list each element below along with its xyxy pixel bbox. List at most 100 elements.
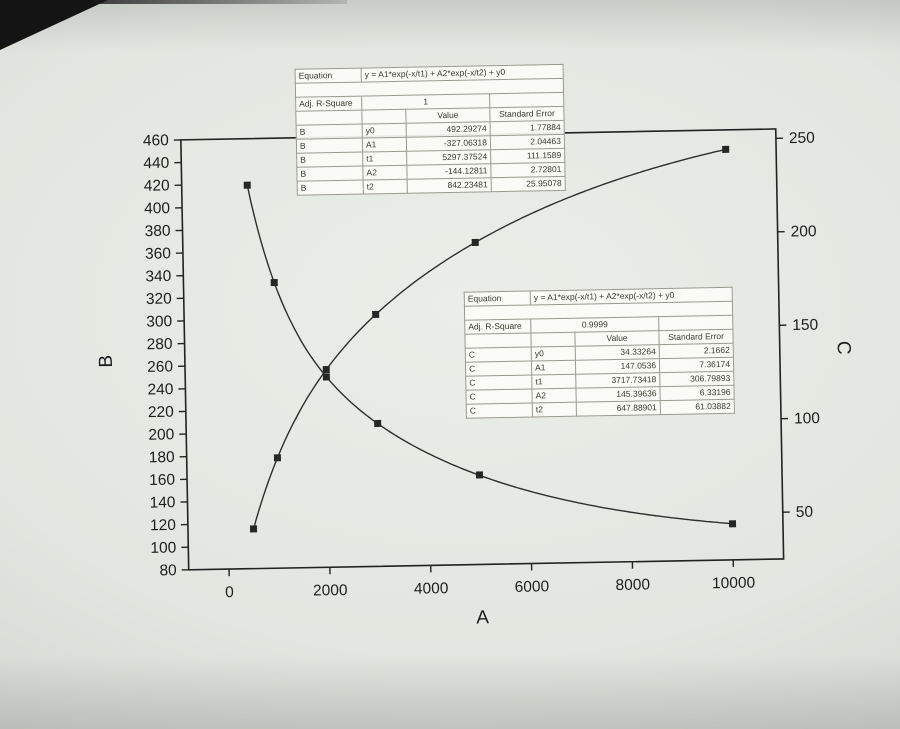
stderr-header: Standard Error xyxy=(658,329,734,345)
y-left-tick-label: 440 xyxy=(143,155,170,172)
y-left-tick-label: 280 xyxy=(147,336,174,353)
y-axis-title-left: B xyxy=(96,355,117,368)
photo-edge-shadow xyxy=(92,0,347,4)
data-point-c xyxy=(728,520,737,528)
table-cell xyxy=(464,333,532,349)
x-tick-label: 8000 xyxy=(615,576,650,594)
value-cell: 492.29274 xyxy=(406,121,491,138)
y-left-tick-label: 80 xyxy=(159,562,177,579)
r-square-label: Adj. R-Square xyxy=(295,96,362,112)
fit-curve-c xyxy=(246,185,733,525)
y-left-tick-label: 460 xyxy=(143,132,170,149)
param-cell: A1 xyxy=(362,137,407,153)
y-left-tick-label: 380 xyxy=(144,223,171,240)
series-cell: B xyxy=(296,124,363,140)
r-square-label: Adj. R-Square xyxy=(464,319,531,335)
stderr-cell: 1.77884 xyxy=(490,120,565,136)
value-header: Value xyxy=(574,330,660,347)
y-left-tick-label: 260 xyxy=(147,358,174,375)
data-point-b xyxy=(372,310,380,319)
series-cell: B xyxy=(297,180,364,196)
param-cell: y0 xyxy=(531,346,576,362)
y-left-tick-label: 400 xyxy=(144,200,171,217)
y-left-tick-label: 420 xyxy=(144,177,171,194)
x-tick-label: 0 xyxy=(225,584,234,601)
data-point-b xyxy=(249,525,258,533)
value-cell: 5297.37524 xyxy=(406,149,491,166)
data-point-c xyxy=(475,471,484,479)
y-left-tick-label: 320 xyxy=(146,291,173,308)
stderr-cell: 7.36174 xyxy=(659,357,734,373)
y-right-tick-label: 100 xyxy=(794,410,821,427)
stderr-cell: 306.79893 xyxy=(659,371,734,387)
fit-results-table: Equation y = A1*exp(-x/t1) + A2*exp(-x/t2… xyxy=(463,286,735,419)
series-cell: B xyxy=(296,152,363,168)
x-tick-label: 4000 xyxy=(414,580,449,598)
y-left-tick-label: 180 xyxy=(149,449,176,466)
table-cell xyxy=(361,109,407,125)
param-cell: t1 xyxy=(362,151,407,167)
y-left-tick-label: 160 xyxy=(149,472,176,489)
series-cell: C xyxy=(465,389,533,405)
y-left-tick-label: 100 xyxy=(150,539,177,556)
stderr-cell: 2.72801 xyxy=(490,162,566,178)
fit-table-series-c: Equation y = A1*exp(-x/t1) + A2*exp(-x/t2… xyxy=(463,286,735,419)
data-point-c xyxy=(374,419,382,428)
param-cell: A2 xyxy=(531,388,577,403)
y-left-tick-label: 240 xyxy=(147,381,174,398)
value-cell: 34.33264 xyxy=(575,344,660,361)
param-cell: y0 xyxy=(362,123,407,139)
stderr-cell: 6.33196 xyxy=(659,385,735,401)
value-cell: -327.06318 xyxy=(406,135,491,152)
y-right-tick-label: 250 xyxy=(789,130,816,147)
x-axis-title: A xyxy=(476,607,489,628)
param-cell: A2 xyxy=(362,165,408,181)
table-cell xyxy=(489,92,564,108)
table-cell xyxy=(295,110,363,126)
y-left-tick-label: 220 xyxy=(148,404,175,421)
stderr-cell: 2.04463 xyxy=(490,134,565,150)
y-left-tick-label: 300 xyxy=(146,313,173,330)
stderr-cell: 25.95078 xyxy=(491,176,566,192)
equation-label: Equation xyxy=(295,68,362,84)
fit-results-table: Equation y = A1*exp(-x/t1) + A2*exp(-x/t2… xyxy=(294,63,566,196)
param-cell: t2 xyxy=(532,402,577,417)
stderr-cell: 61.03882 xyxy=(660,399,735,415)
x-tick-label: 6000 xyxy=(515,578,550,596)
param-cell: t2 xyxy=(363,179,408,195)
y-right-tick-label: 200 xyxy=(790,223,817,240)
y-right-tick-label: 50 xyxy=(796,504,814,521)
y-left-tick-label: 120 xyxy=(150,517,177,534)
value-cell: 145.39636 xyxy=(575,386,661,403)
y-right-tick-label: 150 xyxy=(792,317,819,334)
param-cell: t1 xyxy=(531,374,576,390)
table-cell xyxy=(658,315,733,331)
value-cell: 842.23481 xyxy=(407,177,492,194)
param-cell: A1 xyxy=(531,360,576,376)
series-cell: C xyxy=(465,361,532,377)
stderr-cell: 111.1589 xyxy=(490,148,565,164)
y-axis-title-right: C xyxy=(833,341,854,355)
data-point-b xyxy=(273,454,282,462)
fit-table-series-b: Equation y = A1*exp(-x/t1) + A2*exp(-x/t2… xyxy=(294,63,566,196)
stderr-header: Standard Error xyxy=(489,106,565,122)
series-cell: C xyxy=(466,402,533,419)
y-left-tick-label: 200 xyxy=(148,426,175,443)
y-left-tick-label: 140 xyxy=(149,494,176,511)
y-left-tick-label: 360 xyxy=(145,245,172,262)
table-cell xyxy=(530,332,576,348)
value-cell: 147.0536 xyxy=(575,358,660,375)
equation-label: Equation xyxy=(464,291,531,307)
x-tick-label: 2000 xyxy=(313,582,348,600)
series-cell: B xyxy=(296,138,363,154)
stderr-cell: 2.1662 xyxy=(659,343,734,359)
y-left-tick-label: 340 xyxy=(145,268,172,285)
data-point-b xyxy=(471,238,479,247)
data-point-c xyxy=(243,181,251,189)
series-cell: C xyxy=(465,375,532,391)
value-cell: 3717.73418 xyxy=(575,372,660,389)
x-tick-label: 10000 xyxy=(712,574,756,592)
